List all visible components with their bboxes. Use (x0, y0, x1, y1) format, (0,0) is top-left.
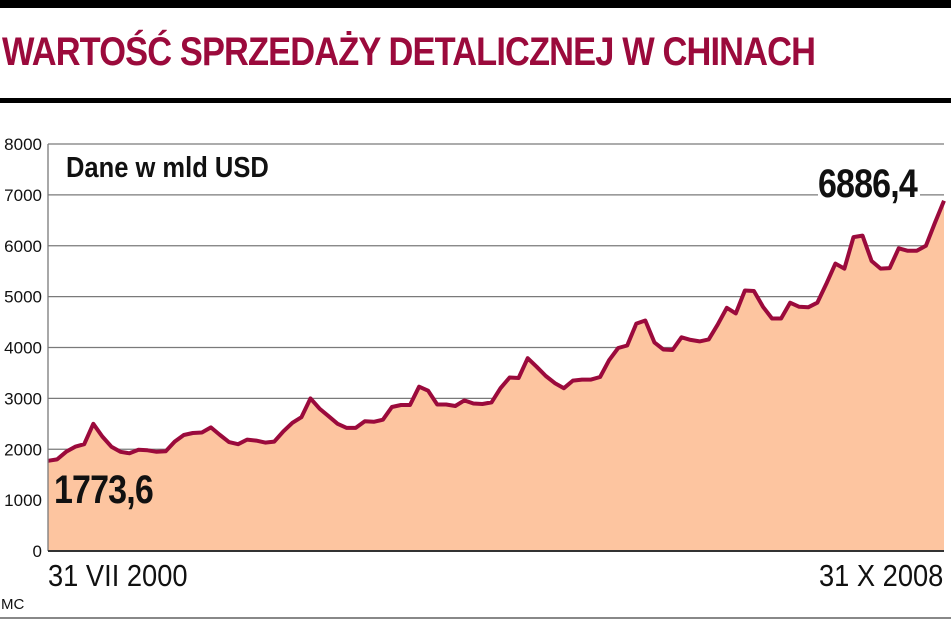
y-tick-label: 2000 (4, 440, 42, 459)
y-tick-label: 0 (33, 542, 42, 561)
y-tick-label: 1000 (4, 491, 42, 510)
top-border-bar (0, 0, 951, 8)
start-value-label: 1773,6 (54, 468, 154, 512)
y-tick-label: 4000 (4, 339, 42, 358)
title-divider (0, 98, 951, 103)
y-tick-label: 5000 (4, 288, 42, 307)
y-axis-ticks: 0 1000 2000 3000 4000 5000 6000 7000 8000 (4, 135, 42, 561)
chart-title: WARTOŚĆ SPRZEDAŻY DETALICZNEJ W CHINACH (2, 30, 816, 74)
y-tick-label: 8000 (4, 135, 42, 154)
x-axis-start-label: 31 VII 2000 (48, 558, 188, 593)
end-value-label: 6886,4 (818, 162, 921, 207)
y-tick-label: 6000 (4, 237, 42, 256)
y-tick-label: 7000 (4, 186, 42, 205)
unit-label: Dane w mld USD (66, 152, 269, 184)
area-fill (48, 200, 944, 551)
data-line (47, 199, 946, 463)
bottom-divider (0, 617, 951, 619)
credit-label: MC (1, 596, 25, 613)
x-axis-end-label: 31 X 2008 (818, 558, 943, 593)
y-tick-label: 3000 (4, 389, 42, 408)
